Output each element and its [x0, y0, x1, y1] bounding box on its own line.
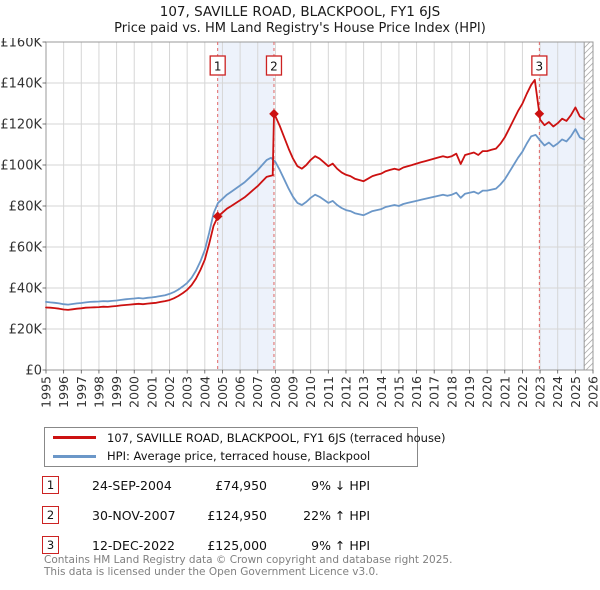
property-line-swatch — [53, 436, 96, 440]
sale-marker-diamond — [534, 108, 545, 119]
sale-number-box — [531, 55, 548, 76]
x-axis-label: 2014 — [374, 376, 389, 408]
x-axis-label: 1997 — [74, 376, 89, 408]
y-axis-label: £140K — [0, 77, 42, 92]
sale-price: £124,950 — [207, 507, 267, 523]
price-chart: 1 2 3 £0 £20K £40K £60K £80K £100K £120K £140K £160… — [0, 38, 600, 408]
x-axis-label: 1999 — [109, 376, 124, 408]
x-axis-label: 2004 — [197, 376, 212, 408]
sale-number-badge: 3 — [42, 536, 59, 554]
x-axis-label: 2018 — [444, 376, 459, 408]
x-axis-label: 2002 — [162, 376, 177, 408]
x-axis-label: 2025 — [568, 376, 583, 408]
x-axis-label: 2013 — [356, 376, 371, 408]
sale-hpi-delta: 22% ↑ HPI — [303, 507, 370, 523]
page-title: 107, SAVILLE ROAD, BLACKPOOL, FY1 6JS — [159, 4, 441, 20]
x-axis-label: 2017 — [427, 376, 442, 408]
chart-layers: 1 2 3 £0 £20K £40K £60K £80K £100K £120K £140K £160… — [0, 38, 600, 408]
sale-number-box-label: 1 — [214, 60, 222, 74]
sale-date: 12-DEC-2022 — [92, 537, 175, 553]
y-axis-label: £160K — [0, 38, 42, 51]
y-axis-label: £120K — [0, 118, 42, 133]
hpi-line — [45, 128, 586, 306]
table-row: 1 24-SEP-2004 £74,950 9% ↓ HPI — [42, 476, 382, 494]
x-axis-label: 2007 — [250, 376, 265, 408]
y-axis-label: £40K — [9, 282, 43, 297]
x-axis-label: 2011 — [321, 376, 336, 408]
sale-number-box-label: 3 — [536, 60, 544, 74]
x-axis-label: 2003 — [180, 376, 195, 408]
sale-marker-diamond — [269, 109, 279, 119]
x-axis-label: 2012 — [338, 376, 353, 408]
x-axis-label: 2019 — [462, 376, 477, 408]
sale-marker-diamond — [212, 211, 223, 222]
x-axis-label: 2024 — [550, 376, 565, 408]
hpi-line-swatch — [53, 454, 96, 458]
x-axis-label: 2020 — [480, 376, 495, 408]
x-axis-label: 2000 — [127, 376, 142, 408]
x-axis-label: 2023 — [533, 376, 548, 408]
x-axis-label: 2026 — [586, 376, 600, 408]
chart-legend: 107, SAVILLE ROAD, BLACKPOOL, FY1 6JS (t… — [44, 427, 446, 467]
sale-hpi-delta: 9% ↓ HPI — [311, 477, 370, 493]
license-footer-line2: This data is licensed under the Open Gov… — [44, 565, 379, 578]
x-axis-label: 2010 — [303, 376, 318, 408]
x-axis-label: 2001 — [144, 376, 159, 408]
sale-number-box-label: 2 — [270, 60, 278, 74]
x-axis-label: 2022 — [515, 376, 530, 408]
x-axis-label: 2016 — [409, 376, 424, 408]
sale-number-box — [265, 55, 283, 76]
legend-item-hpi: HPI: Average price, terraced house, Blac… — [53, 449, 409, 465]
y-axis-label: £60K — [9, 241, 43, 256]
license-footer: Contains HM Land Registry data © Crown c… — [44, 554, 584, 578]
y-axis-label: £0 — [25, 364, 42, 379]
x-axis-label: 1996 — [56, 376, 71, 408]
x-axis-label: 2005 — [215, 376, 230, 408]
legend-label-property: 107, SAVILLE ROAD, BLACKPOOL, FY1 6JS (t… — [107, 430, 446, 445]
sale-number-badge: 2 — [42, 506, 59, 524]
x-axis-label: 2006 — [233, 376, 248, 408]
sale-date: 24-SEP-2004 — [92, 477, 172, 493]
sale-number-badge: 1 — [42, 476, 59, 494]
table-row: 2 30-NOV-2007 £124,950 22% ↑ HPI — [42, 506, 382, 524]
page-subtitle: Price paid vs. HM Land Registry's House … — [114, 21, 486, 36]
sale-price: £125,000 — [207, 537, 267, 553]
y-axis-label: £80K — [9, 200, 43, 215]
y-axis-label: £20K — [9, 323, 43, 338]
property-price-line — [45, 79, 586, 311]
y-axis-label: £100K — [0, 159, 42, 174]
license-footer-line1: Contains HM Land Registry data © Crown c… — [44, 554, 453, 566]
x-axis-label: 2008 — [268, 376, 283, 408]
sale-price: £74,950 — [215, 477, 267, 493]
table-row: 3 12-DEC-2022 £125,000 9% ↑ HPI — [42, 536, 382, 554]
sale-hpi-delta: 9% ↑ HPI — [311, 537, 370, 553]
x-axis-label: 2015 — [391, 376, 406, 408]
x-axis-label: 2021 — [497, 376, 512, 408]
legend-item-property: 107, SAVILLE ROAD, BLACKPOOL, FY1 6JS (t… — [53, 430, 446, 446]
x-axis-label: 1998 — [91, 376, 106, 408]
x-axis-label: 1995 — [39, 376, 54, 408]
x-axis-label: 2009 — [286, 376, 301, 408]
legend-label-hpi: HPI: Average price, terraced house, Blac… — [107, 449, 371, 464]
sale-date: 30-NOV-2007 — [92, 507, 176, 523]
sale-number-box — [209, 55, 226, 76]
